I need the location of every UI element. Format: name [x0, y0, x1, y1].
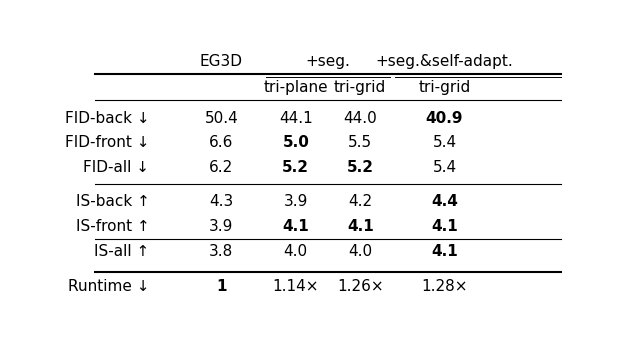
Text: +seg.&self-adapt.: +seg.&self-adapt. — [376, 54, 513, 69]
Text: 4.0: 4.0 — [284, 244, 308, 258]
Text: 3.9: 3.9 — [284, 194, 308, 209]
Text: Runtime ↓: Runtime ↓ — [68, 279, 150, 294]
Text: tri-grid: tri-grid — [419, 80, 470, 95]
Text: 5.4: 5.4 — [433, 135, 456, 150]
Text: 1: 1 — [216, 279, 227, 294]
Text: tri-grid: tri-grid — [334, 80, 387, 95]
Text: tri-plane: tri-plane — [264, 80, 328, 95]
Text: 3.9: 3.9 — [209, 219, 234, 234]
Text: 4.2: 4.2 — [348, 194, 372, 209]
Text: 5.0: 5.0 — [282, 135, 309, 150]
Text: 6.6: 6.6 — [209, 135, 234, 150]
Text: FID-back ↓: FID-back ↓ — [65, 111, 150, 126]
Text: 5.5: 5.5 — [348, 135, 372, 150]
Text: FID-all ↓: FID-all ↓ — [83, 160, 150, 175]
Text: 4.1: 4.1 — [431, 244, 458, 258]
Text: 50.4: 50.4 — [205, 111, 238, 126]
Text: 6.2: 6.2 — [209, 160, 234, 175]
Text: 40.9: 40.9 — [426, 111, 463, 126]
Text: 1.26×: 1.26× — [337, 279, 383, 294]
Text: FID-front ↓: FID-front ↓ — [65, 135, 150, 150]
Text: 3.8: 3.8 — [209, 244, 234, 258]
Text: 1.28×: 1.28× — [421, 279, 468, 294]
Text: IS-back ↑: IS-back ↑ — [76, 194, 150, 209]
Text: 44.0: 44.0 — [344, 111, 377, 126]
Text: IS-all ↑: IS-all ↑ — [94, 244, 150, 258]
Text: 4.1: 4.1 — [431, 219, 458, 234]
Text: 5.2: 5.2 — [347, 160, 374, 175]
Text: 5.4: 5.4 — [433, 160, 456, 175]
Text: 4.1: 4.1 — [282, 219, 309, 234]
Text: +seg.: +seg. — [305, 54, 351, 69]
Text: 4.3: 4.3 — [209, 194, 234, 209]
Text: 5.2: 5.2 — [282, 160, 309, 175]
Text: 4.4: 4.4 — [431, 194, 458, 209]
Text: 4.1: 4.1 — [347, 219, 374, 234]
Text: 1.14×: 1.14× — [273, 279, 319, 294]
Text: 44.1: 44.1 — [279, 111, 312, 126]
Text: EG3D: EG3D — [200, 54, 243, 69]
Text: IS-front ↑: IS-front ↑ — [76, 219, 150, 234]
Text: 4.0: 4.0 — [348, 244, 372, 258]
